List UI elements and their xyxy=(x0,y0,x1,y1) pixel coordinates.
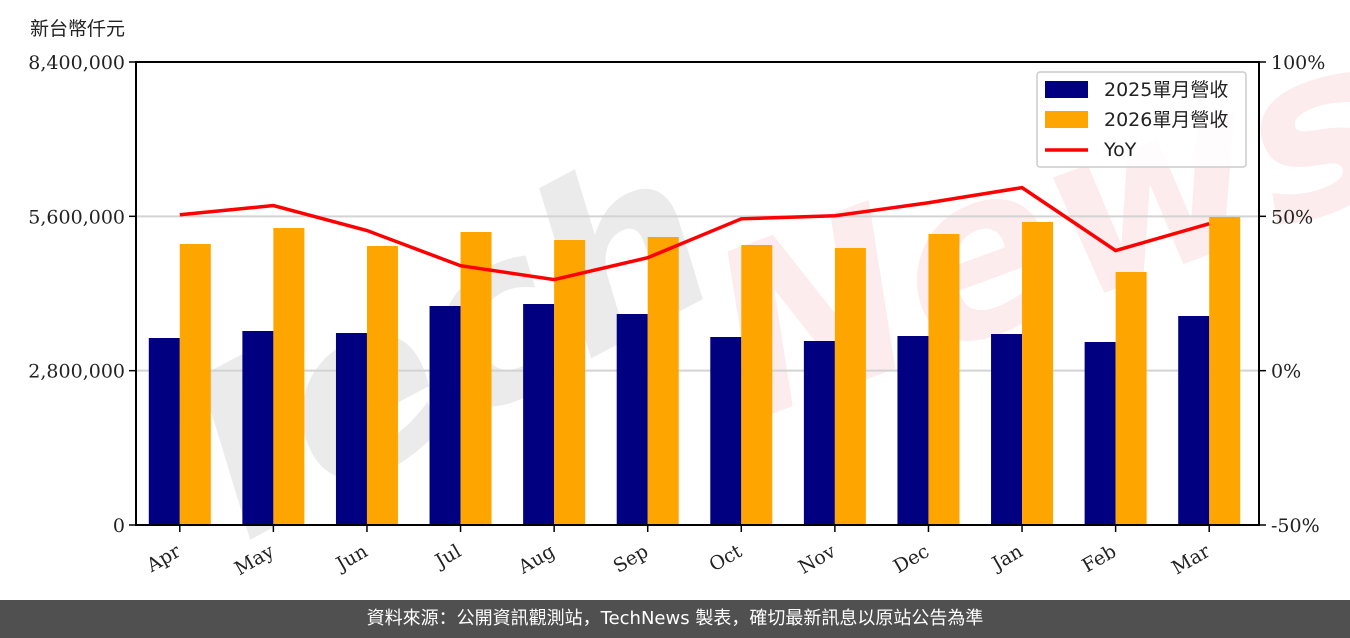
source-footer: 資料來源：公開資訊觀測站，TechNews 製表，確切最新訊息以原站公告為準 xyxy=(0,600,1350,638)
y2-tick-label: -50% xyxy=(1271,515,1320,537)
bar-2025-jun xyxy=(335,333,367,525)
bar-2025-nov xyxy=(803,341,835,525)
bar-2025-jan xyxy=(991,334,1023,525)
y2-tick-label: 0% xyxy=(1271,361,1301,383)
bar-2025-oct xyxy=(710,336,742,525)
bar-2025-mar xyxy=(1178,315,1210,525)
x-tick-label-oct: Oct xyxy=(705,540,746,576)
legend-swatch-1 xyxy=(1045,111,1088,128)
bar-2025-sep xyxy=(616,314,648,525)
legend-label-1: 2026單月營收 xyxy=(1104,109,1228,131)
bar-2026-dec xyxy=(928,233,960,525)
y-tick-label: 5,600,000 xyxy=(28,206,125,228)
x-tick-label-nov: Nov xyxy=(795,540,840,579)
legend-box xyxy=(1036,71,1247,168)
bar-2026-jan xyxy=(1022,221,1054,525)
x-tick-label-mar: Mar xyxy=(1168,540,1214,579)
y-axis-unit-label: 新台幣仟元 xyxy=(30,18,126,40)
legend-swatch-0 xyxy=(1045,81,1088,98)
bar-2025-feb xyxy=(1084,341,1116,525)
bar-2026-apr xyxy=(179,244,211,525)
bar-series xyxy=(148,217,1241,526)
yoy-line-series xyxy=(179,185,1210,282)
bar-2026-mar xyxy=(1209,217,1241,525)
bar-2026-sep xyxy=(647,237,679,525)
yoy-line xyxy=(179,185,1210,282)
legend: 2025單月營收 2026單月營收 YoY xyxy=(1036,71,1247,168)
bar-2025-dec xyxy=(897,336,929,525)
x-tick-label-feb: Feb xyxy=(1078,540,1120,577)
x-tick-label-jul: Jul xyxy=(430,540,465,573)
bar-2025-may xyxy=(242,331,274,525)
bar-2025-aug xyxy=(523,304,555,525)
y2-tick-label: 100% xyxy=(1271,52,1325,74)
y2-tick-label: 50% xyxy=(1271,206,1313,228)
bar-2026-nov xyxy=(834,247,866,526)
plot-frame xyxy=(135,61,1260,526)
bar-2026-feb xyxy=(1115,272,1147,525)
legend-label-2: YoY xyxy=(1103,139,1137,161)
bar-2026-aug xyxy=(554,240,586,525)
x-tick-label-sep: Sep xyxy=(610,540,653,577)
bar-2026-jun xyxy=(366,245,398,525)
legend-label-0: 2025單月營收 xyxy=(1104,79,1228,101)
bar-2025-jul xyxy=(429,306,461,525)
x-tick-label-jan: Jan xyxy=(987,540,1027,576)
revenue-chart: TechNews 02,800,0005,600,0008,400,000-50… xyxy=(28,0,1350,600)
y-tick-label: 2,800,000 xyxy=(28,361,125,383)
bar-2026-may xyxy=(273,228,305,526)
y-tick-label: 8,400,000 xyxy=(28,52,125,74)
bar-2026-oct xyxy=(741,245,773,526)
x-tick-label-apr: Apr xyxy=(142,540,185,577)
x-tick-label-aug: Aug xyxy=(514,540,559,579)
bar-2025-apr xyxy=(148,338,180,525)
bar-2026-jul xyxy=(460,231,492,525)
gridlines xyxy=(136,215,1259,372)
x-tick-label-dec: Dec xyxy=(890,540,933,578)
y-tick-label: 0 xyxy=(113,515,125,537)
